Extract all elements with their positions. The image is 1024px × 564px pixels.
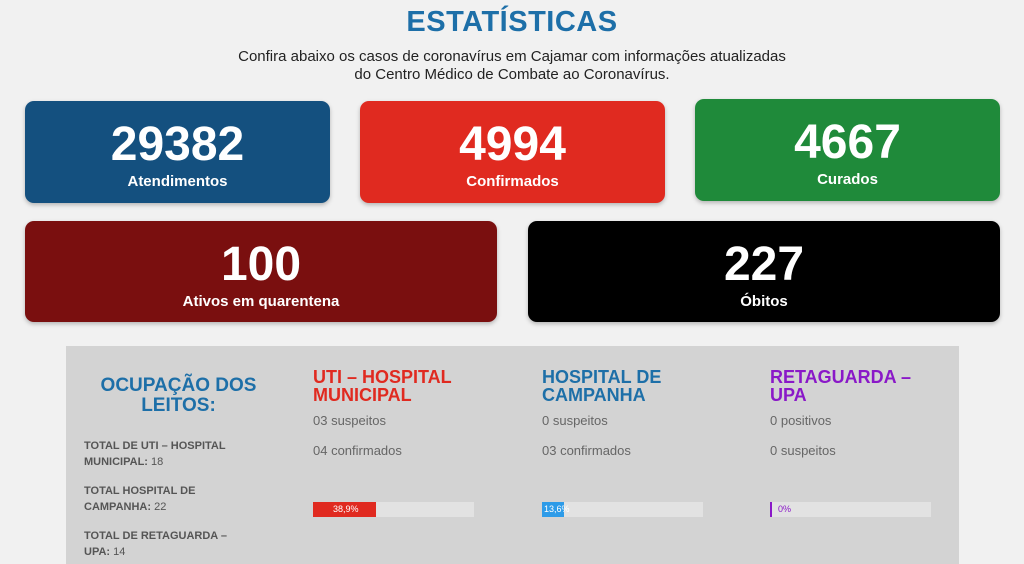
stat-value: 100 <box>220 238 302 291</box>
column-retaguarda: RETAGUARDA – UPA 0 positivos 0 suspeitos… <box>770 368 970 517</box>
subtitle-line-1: Confira abaixo os casos de coronavírus e… <box>238 48 786 65</box>
column-title-line-1: HOSPITAL DE <box>542 367 662 387</box>
progress-fill <box>313 502 376 517</box>
total-value: 18 <box>151 456 164 468</box>
column-info-2: 04 confirmados <box>313 443 402 458</box>
column-title-line-2: CAMPANHA <box>542 385 646 405</box>
column-uti: UTI – HOSPITAL MUNICIPAL 03 suspeitos 04… <box>313 368 513 517</box>
stat-value: 4667 <box>794 116 901 169</box>
column-title-line-1: RETAGUARDA – <box>770 367 912 387</box>
column-title: UTI – HOSPITAL MUNICIPAL <box>313 368 513 404</box>
progress-label: 13,6% <box>544 504 570 514</box>
total-value: 14 <box>113 546 126 558</box>
progress-fill <box>542 502 564 517</box>
column-title: HOSPITAL DE CAMPANHA <box>542 368 742 404</box>
progress-label: 38,9% <box>333 504 359 514</box>
stat-card-atendimentos: 29382 Atendimentos <box>25 101 330 203</box>
total-label: TOTAL DE RETAGUARDA – UPA: <box>84 530 228 558</box>
total-label: TOTAL HOSPITAL DE CAMPANHA: <box>84 485 196 513</box>
stat-label: Atendimentos <box>127 173 228 190</box>
progress-bar: 38,9% <box>313 502 474 517</box>
stat-card-curados: 4667 Curados <box>695 99 1000 201</box>
occupancy-title-line-2: LEITOS: <box>141 395 216 416</box>
progress-fill <box>770 502 772 517</box>
page-title: ESTATÍSTICAS <box>406 6 618 38</box>
total-retaguarda: TOTAL DE RETAGUARDA – UPA: 14 <box>84 528 254 560</box>
stat-value: 29382 <box>110 118 245 171</box>
column-title-line-1: UTI – HOSPITAL <box>313 367 452 387</box>
total-uti: TOTAL DE UTI – HOSPITAL MUNICIPAL: 18 <box>84 438 254 470</box>
stat-card-confirmados: 4994 Confirmados <box>360 101 665 203</box>
stat-card-obitos: 227 Óbitos <box>528 221 1000 322</box>
page-subtitle: Confira abaixo os casos de coronavírus e… <box>0 48 1024 84</box>
stat-label: Ativos em quarentena <box>182 293 340 310</box>
progress-bar: 0% <box>770 502 931 517</box>
total-campanha: TOTAL HOSPITAL DE CAMPANHA: 22 <box>84 483 254 515</box>
column-info-1: 0 positivos <box>770 413 832 428</box>
column-title-line-2: MUNICIPAL <box>313 385 412 405</box>
subtitle-line-2: do Centro Médico de Combate ao Coronavír… <box>354 66 670 83</box>
stat-value: 4994 <box>459 118 566 171</box>
column-info-1: 0 suspeitos <box>542 413 608 428</box>
total-label: TOTAL DE UTI – HOSPITAL MUNICIPAL: <box>84 440 226 468</box>
column-info-2: 0 suspeitos <box>770 443 836 458</box>
column-title: RETAGUARDA – UPA <box>770 368 970 404</box>
column-campanha: HOSPITAL DE CAMPANHA 0 suspeitos 03 conf… <box>542 368 742 517</box>
column-title-line-2: UPA <box>770 385 807 405</box>
total-value: 22 <box>154 501 167 513</box>
progress-bar: 13,6% <box>542 502 703 517</box>
stat-label: Confirmados <box>466 173 559 190</box>
occupancy-panel: OCUPAÇÃO DOS LEITOS: TOTAL DE UTI – HOSP… <box>66 346 959 564</box>
column-info-2: 03 confirmados <box>542 443 631 458</box>
occupancy-title: OCUPAÇÃO DOS LEITOS: <box>66 376 291 416</box>
stat-value: 227 <box>723 238 805 291</box>
progress-label: 0% <box>778 504 792 514</box>
stat-label: Curados <box>817 171 878 188</box>
occupancy-totals: TOTAL DE UTI – HOSPITAL MUNICIPAL: 18 TO… <box>84 438 254 564</box>
stat-card-ativos: 100 Ativos em quarentena <box>25 221 497 322</box>
stat-label: Óbitos <box>740 293 788 310</box>
column-info-1: 03 suspeitos <box>313 413 386 428</box>
occupancy-title-line-1: OCUPAÇÃO DOS <box>100 375 257 396</box>
